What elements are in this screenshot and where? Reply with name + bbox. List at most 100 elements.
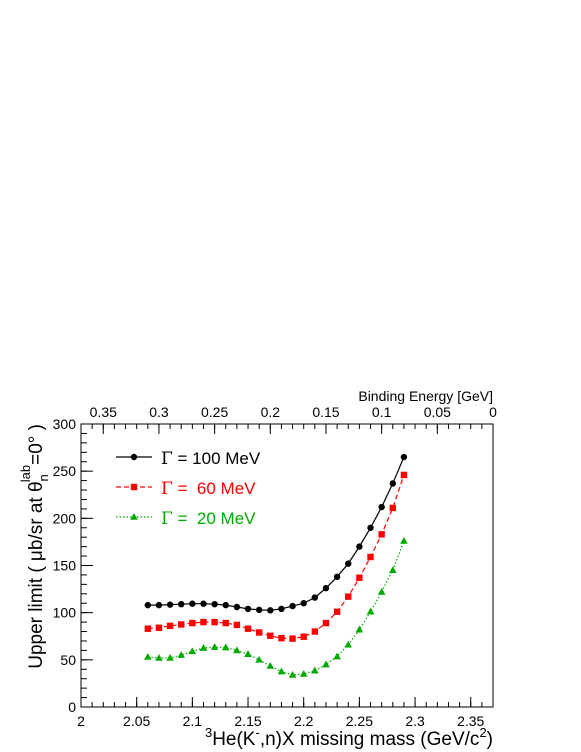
legend-marker — [130, 453, 138, 461]
data-point — [166, 653, 174, 661]
top-tick-label: 0.15 — [312, 404, 339, 420]
top-axis: 0.35 0.3 0.25 0.2 0.15 0.1 0.05 0 — [80, 404, 497, 434]
data-point — [144, 653, 152, 660]
data-point — [200, 600, 207, 607]
data-point — [367, 524, 374, 531]
data-point — [166, 622, 174, 630]
x-tick-label: 2.1 — [183, 713, 203, 729]
legend-marker — [130, 483, 138, 491]
data-point — [311, 628, 319, 635]
x-tick-label: 2.25 — [346, 713, 373, 729]
legend-text: = 20 MeV — [173, 509, 256, 528]
top-tick-label: 0.1 — [372, 404, 392, 420]
data-point — [166, 601, 174, 608]
data-point — [355, 625, 364, 633]
legend-label: Γ = 20 MeV — [161, 509, 256, 529]
data-point — [366, 607, 375, 615]
x-axis-label: 3He(K-,n)X missing mass (GeV/c2) — [205, 725, 493, 750]
y-tick-label: 150 — [53, 558, 77, 574]
x-axis: 2 2.05 2.1 2.15 2.2 2.25 2.3 2.35 — [77, 697, 494, 729]
data-point — [288, 670, 297, 678]
data-point — [255, 655, 263, 663]
data-point — [333, 573, 341, 581]
y-label-post: =0° ) — [26, 424, 47, 465]
x-tick-label: 2.15 — [234, 713, 261, 729]
series-line — [147, 474, 405, 640]
data-point — [300, 600, 307, 607]
y-label-pre: Upper limit ( μb/sr at θ — [26, 481, 47, 668]
data-point — [266, 661, 275, 669]
data-point — [400, 536, 408, 544]
legend-label: Γ = 100 MeV — [161, 449, 261, 469]
data-point — [345, 560, 352, 567]
data-point — [322, 660, 330, 668]
legend-marker — [130, 513, 138, 520]
data-point — [267, 632, 274, 639]
data-point — [178, 621, 185, 628]
data-point — [211, 618, 218, 626]
data-point — [178, 600, 185, 608]
series-1 — [144, 471, 408, 642]
y-tick-label: 300 — [53, 416, 77, 432]
x-label-minus: - — [255, 725, 259, 740]
x-tick-label: 2 — [77, 713, 85, 729]
legend-text: = 100 MeV — [173, 449, 261, 468]
legend-label: Γ = 60 MeV — [161, 479, 256, 499]
top-tick-label: 0 — [489, 404, 497, 420]
data-point — [233, 621, 241, 629]
data-point — [155, 601, 163, 609]
data-point — [244, 625, 252, 632]
x-label-he: He(K — [212, 729, 256, 750]
y-label-sup: lab — [18, 465, 33, 482]
x-tick-label: 2.35 — [457, 713, 484, 729]
data-point — [222, 601, 229, 609]
y-axis-label: Upper limit ( μb/sr at θnlab=0° ) — [18, 424, 51, 669]
data-point — [267, 607, 274, 614]
plot-frame — [80, 423, 494, 708]
data-point — [289, 635, 296, 642]
data-point — [299, 669, 308, 677]
data-point — [221, 643, 230, 651]
data-point — [144, 601, 152, 609]
data-point — [400, 471, 408, 479]
data-point — [244, 605, 252, 613]
x-label-pre: 3 — [205, 725, 212, 740]
top-tick-label: 0.2 — [261, 404, 281, 420]
data-point — [278, 634, 285, 642]
data-point — [199, 644, 208, 651]
data-point — [311, 666, 319, 674]
x-tick-label: 2.05 — [123, 713, 150, 729]
legend-entry-2: Γ = 20 MeV — [116, 509, 256, 529]
data-point — [400, 453, 408, 461]
data-point — [189, 619, 196, 627]
x-label-post: ) — [487, 729, 493, 750]
data-point — [378, 503, 385, 511]
data-point — [210, 643, 219, 650]
data-point — [155, 653, 163, 661]
data-point — [333, 608, 341, 615]
series-0 — [144, 453, 408, 614]
data-point — [188, 647, 197, 655]
legend-symbol: Γ — [161, 449, 173, 469]
data-point — [322, 619, 330, 627]
data-point — [367, 553, 374, 561]
legend: Γ = 100 MeV Γ = 60 MeV Γ = 20 MeV — [116, 449, 261, 529]
y-tick-label: 250 — [53, 463, 77, 479]
legend-symbol: Γ — [161, 509, 173, 529]
data-point — [345, 593, 352, 600]
plot-area — [144, 453, 408, 678]
data-point — [389, 504, 396, 512]
data-point — [300, 633, 307, 640]
x-tick-label: 2.3 — [405, 713, 425, 729]
y-axis: 0 50 100 150 200 250 300 — [53, 416, 93, 715]
data-point — [244, 650, 252, 657]
data-point — [144, 625, 152, 632]
y-tick-label: 50 — [60, 652, 76, 668]
data-point — [378, 531, 385, 538]
top-tick-label: 0.35 — [90, 404, 117, 420]
data-point — [200, 618, 207, 626]
y-tick-label: 200 — [53, 510, 77, 526]
data-point — [311, 594, 319, 601]
data-point — [211, 600, 218, 608]
